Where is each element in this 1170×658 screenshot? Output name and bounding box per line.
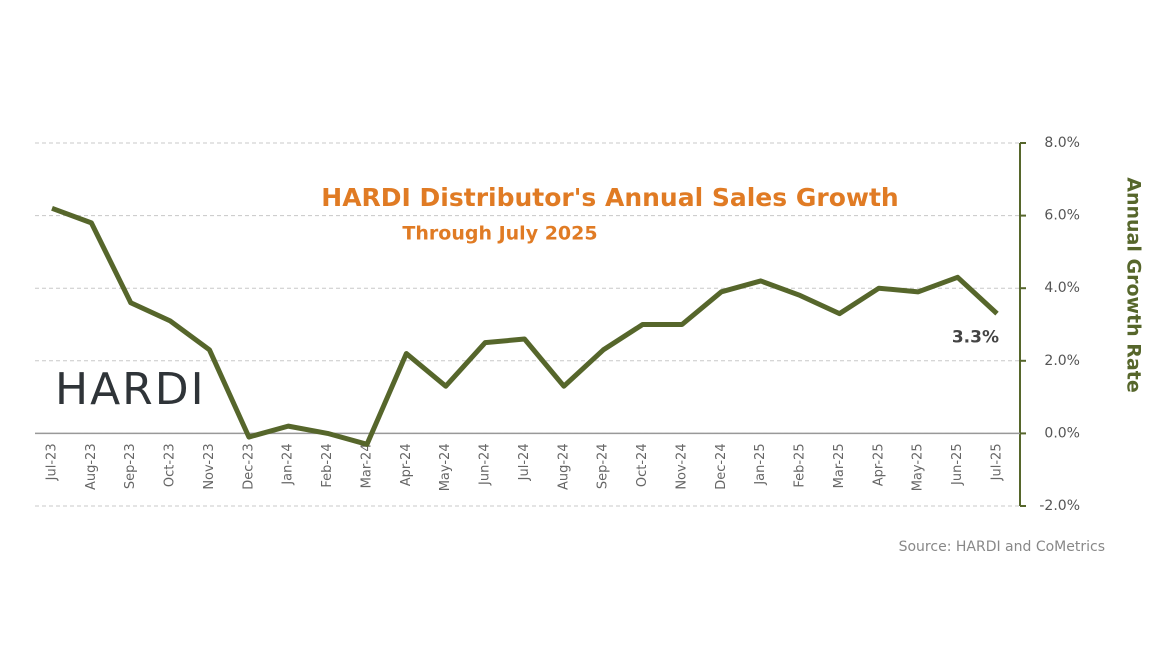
chart-title: HARDI Distributor's Annual Sales Growth [321, 183, 898, 212]
y-tick-label: 2.0% [1044, 353, 1080, 369]
y-axis-label: Annual Growth Rate [1123, 177, 1145, 392]
x-tick-label: Jul-23 [45, 443, 60, 481]
x-tick-label: Sep-23 [123, 443, 138, 489]
x-tick-label: Sep-24 [596, 443, 611, 489]
x-tick-label: Aug-23 [84, 443, 99, 490]
y-tick-label: 0.0% [1044, 425, 1080, 441]
x-tick-label: Oct-23 [163, 443, 178, 487]
x-tick-label: Feb-24 [320, 443, 335, 487]
data-line [51, 205, 999, 447]
x-tick-label: Dec-24 [714, 443, 729, 489]
x-tick-label: Mar-25 [832, 443, 847, 488]
x-tick-label: Jun-25 [950, 443, 965, 486]
y-tick-label: -2.0% [1039, 498, 1080, 514]
source-note: Source: HARDI and CoMetrics [899, 539, 1105, 555]
data-label: 3.3% [952, 328, 999, 348]
x-tick-label: Oct-24 [635, 443, 650, 487]
x-tick-label: Jan-24 [281, 443, 296, 485]
x-tick-label: Apr-24 [399, 443, 414, 486]
x-tick-label: Mar-24 [360, 443, 375, 488]
chart-subtitle: Through July 2025 [402, 223, 597, 245]
x-tick-label: Apr-25 [871, 443, 886, 486]
x-tick-label: May-24 [438, 443, 453, 491]
x-tick-label: Nov-23 [202, 443, 217, 489]
x-tick-label: Feb-25 [793, 443, 808, 487]
x-tick-label: Jul-24 [517, 443, 532, 481]
logo: HARDI [55, 364, 206, 415]
y-tick-label: 8.0% [1044, 135, 1080, 151]
y-tick-label: 6.0% [1044, 208, 1080, 224]
x-tick-label: Nov-24 [675, 443, 690, 489]
x-tick-label: Aug-24 [556, 443, 571, 490]
x-tick-label: Jan-25 [753, 443, 768, 485]
y-tick-label: 4.0% [1044, 280, 1080, 296]
x-tick-label: Jun-24 [478, 443, 493, 486]
x-tick-label: Dec-23 [241, 443, 256, 489]
x-tick-label: Jul-25 [990, 443, 1005, 481]
x-tick-label: May-25 [911, 443, 926, 491]
